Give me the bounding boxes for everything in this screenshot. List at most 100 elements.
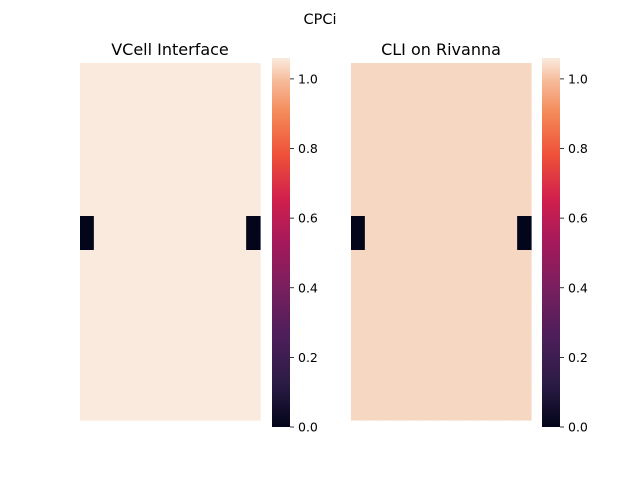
heatmap-cell	[121, 335, 136, 353]
heatmap-cell	[190, 216, 206, 234]
heatmap-cell	[392, 148, 407, 166]
heatmap-cell	[80, 131, 95, 149]
heatmap-cell	[107, 301, 123, 319]
heatmap-cell	[204, 403, 220, 421]
heatmap-cell	[392, 318, 407, 336]
heatmap-cell	[149, 80, 164, 98]
heatmap-cell	[378, 369, 394, 387]
heatmap-cell	[218, 182, 233, 200]
heatmap-cell	[218, 131, 233, 149]
heatmap-cell	[135, 267, 150, 285]
heatmap-cell	[232, 63, 247, 81]
heatmap-cell	[149, 148, 164, 166]
heatmap-cell	[489, 233, 504, 251]
heatmap-cell	[378, 335, 394, 353]
heatmap-cell	[378, 403, 394, 421]
heatmap-cell	[489, 114, 504, 132]
heatmap-cell	[246, 80, 261, 98]
heatmap-cell	[163, 114, 178, 132]
heatmap-cell	[392, 216, 407, 234]
heatmap-cell	[121, 369, 136, 387]
heatmap-cell	[246, 97, 261, 115]
heatmap-cell	[475, 80, 491, 98]
heatmap-cell	[121, 216, 136, 234]
heatmap-title: CLI on Rivanna	[381, 40, 501, 59]
heatmap-cell	[93, 386, 109, 404]
heatmap-cell	[135, 114, 150, 132]
heatmap-cell	[135, 199, 150, 217]
heatmap-cell	[351, 182, 366, 200]
heatmap-cell	[232, 182, 247, 200]
heatmap-cell	[364, 352, 380, 370]
heatmap-cell	[447, 267, 463, 285]
figure-title: CPCi	[303, 12, 336, 28]
heatmap-cell	[246, 148, 261, 166]
heatmap-cell	[420, 369, 435, 387]
heatmap-cell	[93, 369, 109, 387]
colorbar-ticks: 0.0 0.2 0.4 0.6 0.8 1.0	[290, 71, 318, 435]
heatmap-cell	[190, 114, 206, 132]
heatmap-cell	[517, 403, 532, 421]
heatmap-cell	[406, 80, 421, 98]
heatmap-cell	[163, 148, 178, 166]
heatmap-cell	[517, 148, 532, 166]
heatmap-cell	[434, 386, 449, 404]
heatmap-cell	[351, 148, 366, 166]
heatmap-cell	[364, 165, 380, 183]
heatmap-cell	[434, 301, 449, 319]
heatmap-cell	[80, 318, 95, 336]
heatmap-cell	[447, 148, 463, 166]
heatmap-cell	[190, 250, 206, 268]
heatmap-cell	[420, 233, 435, 251]
heatmap-cell	[434, 284, 449, 302]
heatmap-cell	[163, 216, 178, 234]
heatmap-panel-rivanna: CLI on Rivanna 0.0 0.2 0.4 0.6 0.8 1.0	[351, 40, 588, 435]
heatmap-cell	[420, 318, 435, 336]
heatmap-cell	[378, 233, 394, 251]
heatmap-cell	[190, 284, 206, 302]
heatmap-cell	[246, 267, 261, 285]
heatmap-cell	[378, 165, 394, 183]
heatmap-cell	[135, 63, 150, 81]
heatmap-cell	[190, 233, 206, 251]
heatmap-cell	[489, 403, 504, 421]
heatmap-cell	[392, 233, 407, 251]
heatmap-cell	[517, 284, 532, 302]
heatmap-cell	[461, 335, 477, 353]
heatmap-cell	[121, 114, 136, 132]
heatmap-cell	[434, 165, 449, 183]
heatmap-cell	[447, 284, 463, 302]
heatmap-cell	[420, 63, 435, 81]
heatmap-cell	[190, 301, 206, 319]
heatmap-cell	[246, 369, 261, 387]
heatmap-cell	[489, 352, 504, 370]
heatmap-cell	[149, 199, 164, 217]
heatmap-cell	[163, 301, 178, 319]
heatmap-cell	[420, 284, 435, 302]
heatmap-cell	[447, 403, 463, 421]
heatmap-cell	[176, 182, 192, 200]
heatmap-cell	[232, 148, 247, 166]
heatmap-cell	[232, 284, 247, 302]
heatmap-cell	[204, 63, 220, 81]
heatmap-cell	[232, 267, 247, 285]
heatmap-cell	[351, 131, 366, 149]
heatmap-cell	[351, 80, 366, 98]
heatmap-cell	[204, 148, 220, 166]
heatmap-cell	[80, 148, 95, 166]
heatmap-cell	[190, 335, 206, 353]
heatmap-cell	[121, 97, 136, 115]
heatmap-cell	[190, 403, 206, 421]
heatmap-cell	[406, 318, 421, 336]
heatmap-cell	[246, 403, 261, 421]
heatmap-cell	[135, 386, 150, 404]
heatmap-cell	[232, 114, 247, 132]
heatmap-cell	[378, 199, 394, 217]
heatmap-cell	[420, 97, 435, 115]
heatmap-cell	[232, 131, 247, 149]
heatmap-cell	[135, 335, 150, 353]
heatmap-cell	[378, 301, 394, 319]
heatmap-cell	[218, 80, 233, 98]
heatmap-cell	[93, 403, 109, 421]
